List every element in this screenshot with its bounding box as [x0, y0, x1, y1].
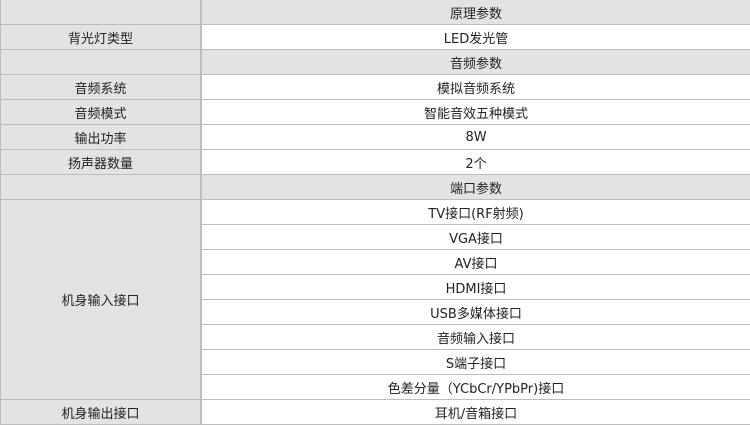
table-row: 机身输出接口 耳机/音箱接口 [0, 399, 750, 425]
row-value: 智能音效五种模式 [200, 99, 750, 125]
row-label: 背光灯类型 [0, 24, 202, 50]
row-value: S端子接口 [200, 349, 750, 375]
row-value: 耳机/音箱接口 [200, 399, 750, 425]
table-row: 色差分量（YCbCr/YPbPr)接口 [1, 374, 750, 400]
row-label [0, 49, 202, 75]
row-value: 2个 [200, 149, 750, 175]
row-value: TV接口(RF射频) [200, 199, 750, 225]
row-label: 音频模式 [0, 99, 202, 125]
row-label: 输出功率 [0, 124, 202, 150]
table-row: S端子接口 [1, 349, 750, 375]
table-row: USB多媒体接口 [1, 299, 750, 325]
row-label [0, 0, 202, 25]
row-value: HDMI接口 [200, 274, 750, 300]
row-value: AV接口 [200, 249, 750, 275]
row-label [0, 174, 202, 200]
row-label: 机身输出接口 [0, 399, 202, 425]
table-row: 扬声器数量 2个 [0, 149, 750, 175]
section-header-row: 音频参数 [0, 49, 750, 75]
row-value: 音频输入接口 [200, 324, 750, 350]
row-value: 8W [200, 124, 750, 150]
section-title: 端口参数 [200, 174, 750, 200]
table-row: 机身输入接口 TV接口(RF射频) [0, 199, 750, 400]
section-title: 原理参数 [200, 0, 750, 25]
row-label: 扬声器数量 [0, 149, 202, 175]
row-value: 色差分量（YCbCr/YPbPr)接口 [200, 374, 750, 400]
table-row: 输出功率 8W [0, 124, 750, 150]
row-value: VGA接口 [200, 224, 750, 250]
table-row: VGA接口 [1, 224, 750, 250]
table-row: 音频模式 智能音效五种模式 [0, 99, 750, 125]
row-value: 模拟音频系统 [200, 74, 750, 100]
section-header-row: 端口参数 [0, 174, 750, 200]
row-label: 机身输入接口 [0, 199, 202, 400]
table-row: 音频系统 模拟音频系统 [0, 74, 750, 100]
row-label: 音频系统 [0, 74, 202, 100]
section-header-row: 原理参数 [0, 0, 750, 25]
row-value: USB多媒体接口 [200, 299, 750, 325]
row-value: LED发光管 [200, 24, 750, 50]
section-title: 音频参数 [200, 49, 750, 75]
table-row: 背光灯类型 LED发光管 [0, 24, 750, 50]
table-row: 音频输入接口 [1, 324, 750, 350]
